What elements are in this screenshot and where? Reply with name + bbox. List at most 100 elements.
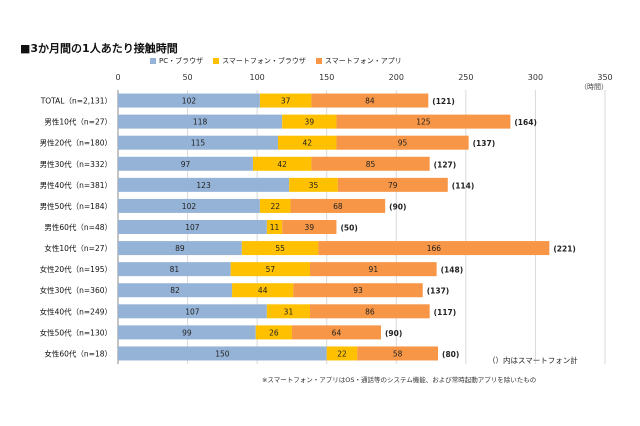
data-label: 39 — [305, 118, 315, 127]
data-label: 64 — [332, 328, 342, 337]
bar-segment — [230, 262, 311, 277]
data-label: 42 — [277, 160, 287, 169]
legend-swatch-sp-app — [315, 58, 322, 64]
data-label: 57 — [266, 265, 276, 274]
total-label: (221) — [553, 245, 576, 254]
bar-segment — [326, 346, 358, 361]
data-label: 58 — [393, 349, 403, 358]
bar-segment — [291, 325, 381, 340]
note-label: （）内はスマートフォン計 — [488, 356, 578, 365]
bar-segment — [311, 156, 430, 171]
data-label: 118 — [193, 118, 208, 127]
data-label: 102 — [182, 202, 197, 211]
bar-segment — [118, 283, 233, 298]
total-label: (117) — [434, 308, 457, 317]
data-label: 123 — [196, 181, 211, 190]
bar-segment — [118, 304, 267, 319]
data-label: 107 — [185, 307, 200, 316]
category-label: TOTAL（n=2,131） — [40, 97, 112, 106]
data-label: 95 — [398, 139, 408, 148]
data-label: 91 — [369, 265, 379, 274]
bar-segment — [118, 220, 267, 234]
x-tick-label: 200 — [389, 73, 404, 82]
data-label: 102 — [182, 97, 197, 106]
data-label: 11 — [270, 223, 280, 232]
total-label: (137) — [473, 139, 496, 148]
bar-segment — [118, 325, 256, 340]
data-label: 150 — [215, 349, 230, 358]
category-label: 女性30代（n=360） — [40, 285, 112, 295]
category-label: 男性40代（n=381） — [40, 180, 112, 190]
data-label: 89 — [175, 244, 185, 253]
bar-segment — [278, 135, 337, 150]
category-label: 男性30代（n=332） — [40, 159, 112, 169]
data-label: 166 — [427, 244, 442, 253]
x-tick-label: 350 — [597, 73, 612, 82]
total-label: (114) — [452, 181, 475, 190]
legend-item-pc: PC・ブラウザ — [150, 56, 203, 66]
total-label: (50) — [340, 224, 357, 233]
x-tick-label: 150 — [319, 73, 334, 82]
total-label: (90) — [389, 202, 406, 211]
data-label: 97 — [181, 160, 191, 169]
data-label: 85 — [366, 160, 376, 169]
data-label: 93 — [353, 286, 363, 295]
bar-segment — [266, 304, 311, 319]
bar-segment — [282, 114, 337, 129]
data-label: 55 — [275, 244, 285, 253]
category-label: 男性20代（n=180） — [40, 138, 112, 148]
category-label: 女性60代（n=18） — [44, 348, 112, 358]
bar-segment — [259, 93, 312, 108]
category-label: 男性60代（n=48） — [44, 222, 112, 232]
footnote: ※スマートフォン・アプリはOS・通話等のシステム機能、および常時起動アプリを除い… — [262, 376, 537, 384]
legend-item-sp-app: スマートフォン・アプリ — [315, 56, 402, 66]
data-label: 35 — [309, 181, 319, 190]
unit-label: （時間） — [580, 83, 608, 91]
bar-segment — [282, 220, 337, 234]
data-label: 31 — [284, 307, 294, 316]
bar-segment — [118, 93, 260, 108]
bar-segment — [310, 304, 430, 319]
legend-swatch-sp-browser — [213, 58, 220, 64]
data-label: 42 — [302, 139, 312, 148]
data-label: 82 — [170, 286, 180, 295]
total-label: (164) — [514, 118, 537, 127]
bar-segment — [118, 241, 242, 256]
category-label: 女性40代（n=249） — [40, 306, 112, 316]
x-tick-label: 100 — [250, 73, 265, 82]
bar-segment — [118, 135, 279, 150]
data-label: 39 — [305, 223, 315, 232]
x-tick-label: 300 — [528, 73, 543, 82]
category-label: 女性20代（n=195） — [40, 264, 112, 274]
bar-segment — [310, 262, 437, 277]
legend-item-sp-browser: スマートフォン・ブラウザ — [213, 56, 306, 66]
bar-segment — [311, 93, 429, 108]
data-label: 79 — [388, 181, 398, 190]
bar-segment — [118, 114, 283, 129]
data-label: 81 — [170, 265, 180, 274]
data-label: 22 — [270, 202, 280, 211]
bar-segment — [318, 241, 550, 256]
bar-segment — [118, 346, 327, 361]
category-label: 女性10代（n=27） — [44, 243, 112, 253]
bar-segment — [336, 135, 469, 150]
total-label: (121) — [432, 97, 455, 106]
legend-label-sp-browser: スマートフォン・ブラウザ — [222, 57, 306, 65]
bar-segment — [255, 325, 292, 340]
total-label: (148) — [441, 266, 464, 275]
x-tick-label: 0 — [115, 73, 120, 82]
data-label: 115 — [191, 139, 206, 148]
category-label: 女性50代（n=130） — [40, 327, 112, 337]
category-label: 男性50代（n=184） — [40, 201, 112, 211]
bar-segment — [293, 283, 423, 298]
bar-segment — [259, 198, 291, 213]
legend-label-sp-app: スマートフォン・アプリ — [324, 57, 402, 65]
chart-title: ■3か月間の1人あたり接触時間 — [20, 42, 178, 55]
category-label: 男性10代（n=27） — [44, 117, 112, 127]
legend: PC・ブラウザ スマートフォン・ブラウザ スマートフォン・アプリ — [150, 56, 402, 66]
data-label: 99 — [182, 328, 192, 337]
bar-segment — [232, 283, 294, 298]
bar-segment — [357, 346, 439, 361]
data-label: 86 — [365, 307, 375, 316]
data-label: 37 — [281, 97, 291, 106]
